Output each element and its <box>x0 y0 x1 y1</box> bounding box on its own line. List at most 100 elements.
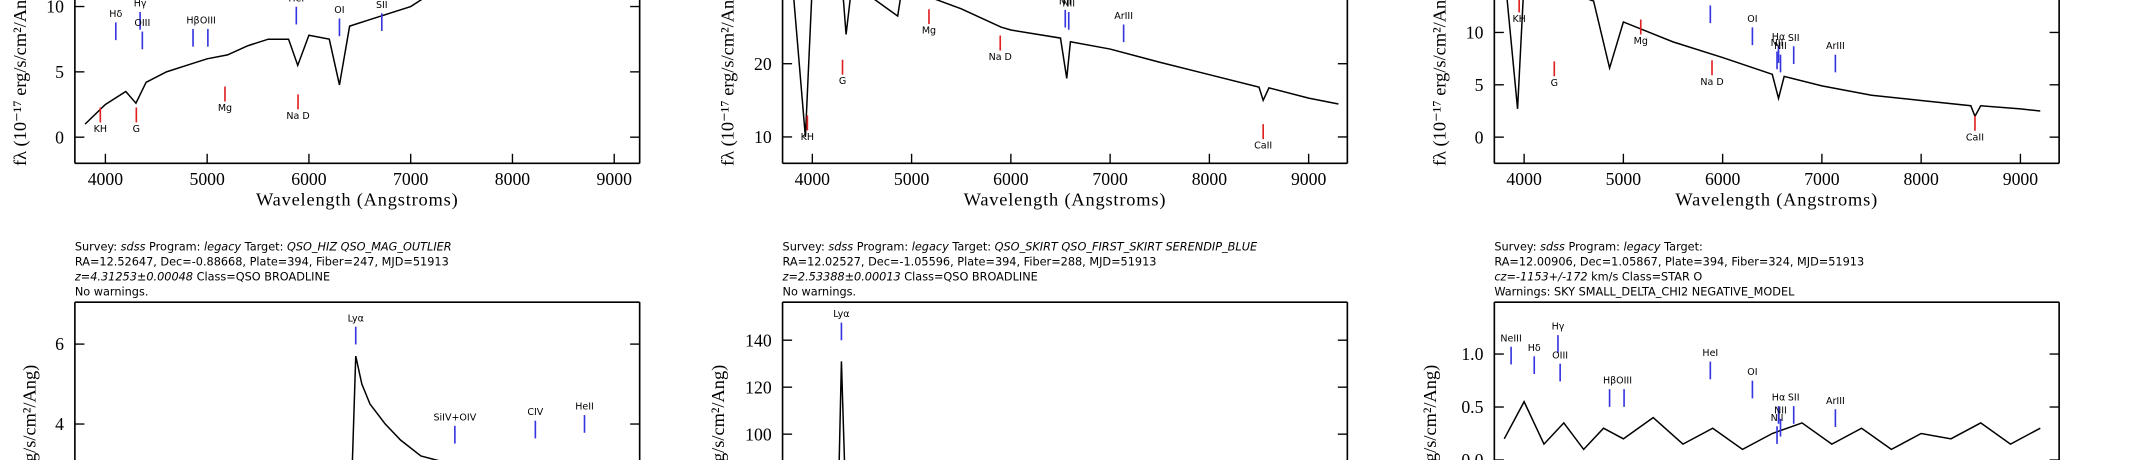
y-axis-title: fλ (10⁻¹⁷ erg/s/cm²/Ang) <box>718 0 739 166</box>
line-label: Hδ <box>109 9 122 20</box>
x-tick-label: 6000 <box>993 169 1029 189</box>
header-line: No warnings. <box>75 285 149 298</box>
y-tick-label: 140 <box>745 330 772 350</box>
line-label: G <box>1551 78 1558 89</box>
header-text: Program: <box>853 240 912 253</box>
y-tick-label: 1.0 <box>1461 344 1483 364</box>
spectrum-line <box>1506 0 2041 118</box>
line-label: SII <box>1788 393 1800 404</box>
x-tick-label: 8000 <box>1192 169 1228 189</box>
y-tick-label: 10 <box>1466 23 1484 43</box>
header-line: RA=12.52647, Dec=-0.88668, Plate=394, Fi… <box>75 255 449 268</box>
x-tick-label: 4000 <box>795 169 831 189</box>
line-label: ArIII <box>1826 41 1845 52</box>
line-label: KH <box>1512 14 1525 25</box>
x-tick-label: 4000 <box>88 169 124 189</box>
x-tick-label: 9000 <box>1291 169 1327 189</box>
header-text: z=4.31253±0.00048 <box>74 270 193 283</box>
x-tick-label: 7000 <box>1092 169 1128 189</box>
spectrum-line <box>838 361 846 460</box>
header-line: z=4.31253±0.00048 Class=QSO BROADLINE <box>74 270 330 283</box>
line-label: OIII <box>200 16 216 27</box>
y-tick-label: 100 <box>745 424 772 444</box>
header-text: QSO_SKIRT QSO_FIRST_SKIRT SERENDIP_BLUE <box>995 240 1258 253</box>
y-tick-label: 5 <box>55 62 64 82</box>
line-label: OIII <box>1616 376 1632 387</box>
spectrum-line <box>351 355 440 460</box>
y-tick-label: 10 <box>46 0 64 17</box>
header-text: sdss <box>1540 240 1565 253</box>
line-label: KH <box>94 124 107 135</box>
header-text: RA=12.00906, Dec=1.05867, Plate=394, Fib… <box>1494 255 1864 268</box>
x-tick-label: 5000 <box>189 169 225 189</box>
line-label: HeI <box>1702 0 1718 3</box>
x-axis-title: Wavelength (Angstroms) <box>964 190 1167 211</box>
header-text: km/s Class=STAR O <box>1588 270 1703 283</box>
spectrum-line <box>84 0 423 125</box>
y-tick-label: 4 <box>55 414 64 434</box>
header-text: Target: <box>1661 240 1703 253</box>
line-label: HeI <box>1702 348 1718 359</box>
header-text: No warnings. <box>783 285 857 298</box>
x-tick-label: 7000 <box>1804 169 1840 189</box>
line-label: Na D <box>286 111 309 122</box>
y-axis-title: fλ (10⁻¹⁷ erg/s/cm²/Ang) <box>1429 0 1450 166</box>
spectrum-panel: 0.0 0.5 1.0 fλ (10⁻¹⁷ erg/s/cm²/Ang) Survey:… <box>1420 240 2060 460</box>
x-tick-label: 5000 <box>1606 169 1642 189</box>
header-text: Class=QSO BROADLINE <box>193 270 330 283</box>
line-label: SiIV+OIV <box>433 412 476 423</box>
x-tick-label: 7000 <box>393 169 429 189</box>
line-label: Hα <box>1772 393 1785 404</box>
x-axis-title: Wavelength (Angstroms) <box>256 190 459 211</box>
x-tick-label: 5000 <box>894 169 930 189</box>
x-tick-label: 4000 <box>1506 169 1542 189</box>
header-text: Survey: <box>783 240 829 253</box>
y-tick-label: 10 <box>754 127 772 147</box>
header-text: legacy <box>912 240 949 253</box>
line-label: Na D <box>1700 77 1723 88</box>
header-text: Warnings: SKY SMALL_DELTA_CHI2 NEGATIVE_… <box>1494 285 1795 298</box>
line-label: Hγ <box>1552 322 1565 333</box>
line-label: HeII <box>575 402 594 413</box>
y-axis-title: fλ (10⁻¹⁷ erg/s/cm²/Ang) <box>708 365 729 460</box>
header-line: cz=-1153+/-172 km/s Class=STAR O <box>1494 270 1702 283</box>
line-label: NII <box>1771 38 1784 49</box>
header-text: Target: <box>241 240 287 253</box>
line-label: Mg <box>922 26 936 37</box>
spectrum-panel: 10 20 4000 5000 6000 7000 8000 9000 Wavelength (… <box>718 0 1349 211</box>
y-axis-title: fλ (10⁻¹⁷ erg/s/cm²/Ang) <box>1420 365 1441 460</box>
line-label: G <box>133 124 140 135</box>
header-text: legacy <box>204 240 241 253</box>
x-axis-title: Wavelength (Angstroms) <box>1675 190 1878 211</box>
line-label: OI <box>1747 367 1757 378</box>
line-label: SII <box>376 0 388 11</box>
spectrum-panel: 4 6 fλ (10⁻¹⁷ erg/s/cm²/Ang) Survey: sdss P… <box>19 240 641 460</box>
y-tick-label: 0.0 <box>1461 450 1483 460</box>
line-label: Hα <box>1772 32 1785 43</box>
x-tick-label: 9000 <box>597 169 633 189</box>
line-label: NII <box>1062 0 1075 10</box>
y-tick-label: 0 <box>55 127 64 147</box>
line-label: Hδ <box>1528 343 1541 354</box>
header-line: Warnings: SKY SMALL_DELTA_CHI2 NEGATIVE_… <box>1494 285 1795 298</box>
header-line: Survey: sdss Program: legacy Target: QSO… <box>783 240 1258 253</box>
header-text: sdss <box>121 240 146 253</box>
y-tick-label: 6 <box>55 334 64 354</box>
header-line: Survey: sdss Program: legacy Target: QSO… <box>75 240 452 253</box>
line-label: Na D <box>989 52 1012 63</box>
header-text: Program: <box>1565 240 1624 253</box>
y-tick-label: 0.5 <box>1461 397 1483 417</box>
y-tick-label: 5 <box>1475 75 1484 95</box>
header-text: legacy <box>1624 240 1661 253</box>
spectrum-panel: 0 5 10 4000 5000 6000 7000 8000 9000 Wavelength (… <box>10 0 641 211</box>
line-label: OI <box>334 5 344 16</box>
line-label: Mg <box>218 103 232 114</box>
y-tick-label: 0 <box>1475 127 1484 147</box>
header-text: QSO_HIZ QSO_MAG_OUTLIER <box>287 240 452 253</box>
header-text: Target: <box>949 240 995 253</box>
header-text: No warnings. <box>75 285 149 298</box>
line-label: OIII <box>134 18 150 29</box>
y-tick-label: 120 <box>745 377 772 397</box>
header-line: RA=12.00906, Dec=1.05867, Plate=394, Fib… <box>1494 255 1864 268</box>
